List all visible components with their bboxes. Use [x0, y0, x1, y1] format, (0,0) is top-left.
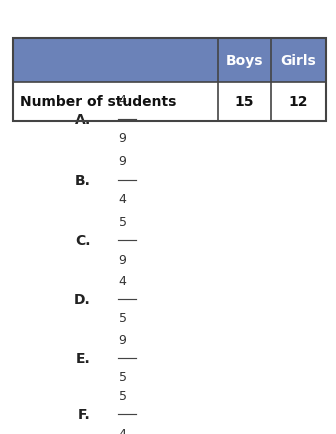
Bar — [13, 39, 326, 122]
Text: 5: 5 — [119, 370, 127, 383]
Text: Number of students: Number of students — [20, 95, 176, 109]
Text: 15: 15 — [235, 95, 254, 109]
Text: D.: D. — [74, 293, 91, 306]
Text: 12: 12 — [289, 95, 308, 109]
Text: 4: 4 — [119, 192, 127, 205]
Text: 4: 4 — [119, 427, 127, 434]
Bar — [13, 39, 326, 82]
Text: B.: B. — [75, 173, 91, 187]
Text: C.: C. — [75, 234, 91, 248]
Text: 9: 9 — [119, 333, 127, 346]
Text: E.: E. — [76, 351, 91, 365]
Text: F.: F. — [78, 408, 91, 421]
Text: 9: 9 — [119, 155, 127, 168]
Text: 4: 4 — [119, 94, 127, 107]
Bar — [13, 82, 326, 122]
Text: 4: 4 — [119, 274, 127, 287]
Text: 5: 5 — [119, 389, 127, 402]
Text: A.: A. — [75, 112, 91, 126]
Text: 9: 9 — [119, 253, 127, 266]
Text: Boys: Boys — [226, 54, 263, 68]
Text: 5: 5 — [119, 312, 127, 325]
Text: 5: 5 — [119, 216, 127, 229]
Text: 9: 9 — [119, 132, 127, 145]
Text: Girls: Girls — [281, 54, 317, 68]
